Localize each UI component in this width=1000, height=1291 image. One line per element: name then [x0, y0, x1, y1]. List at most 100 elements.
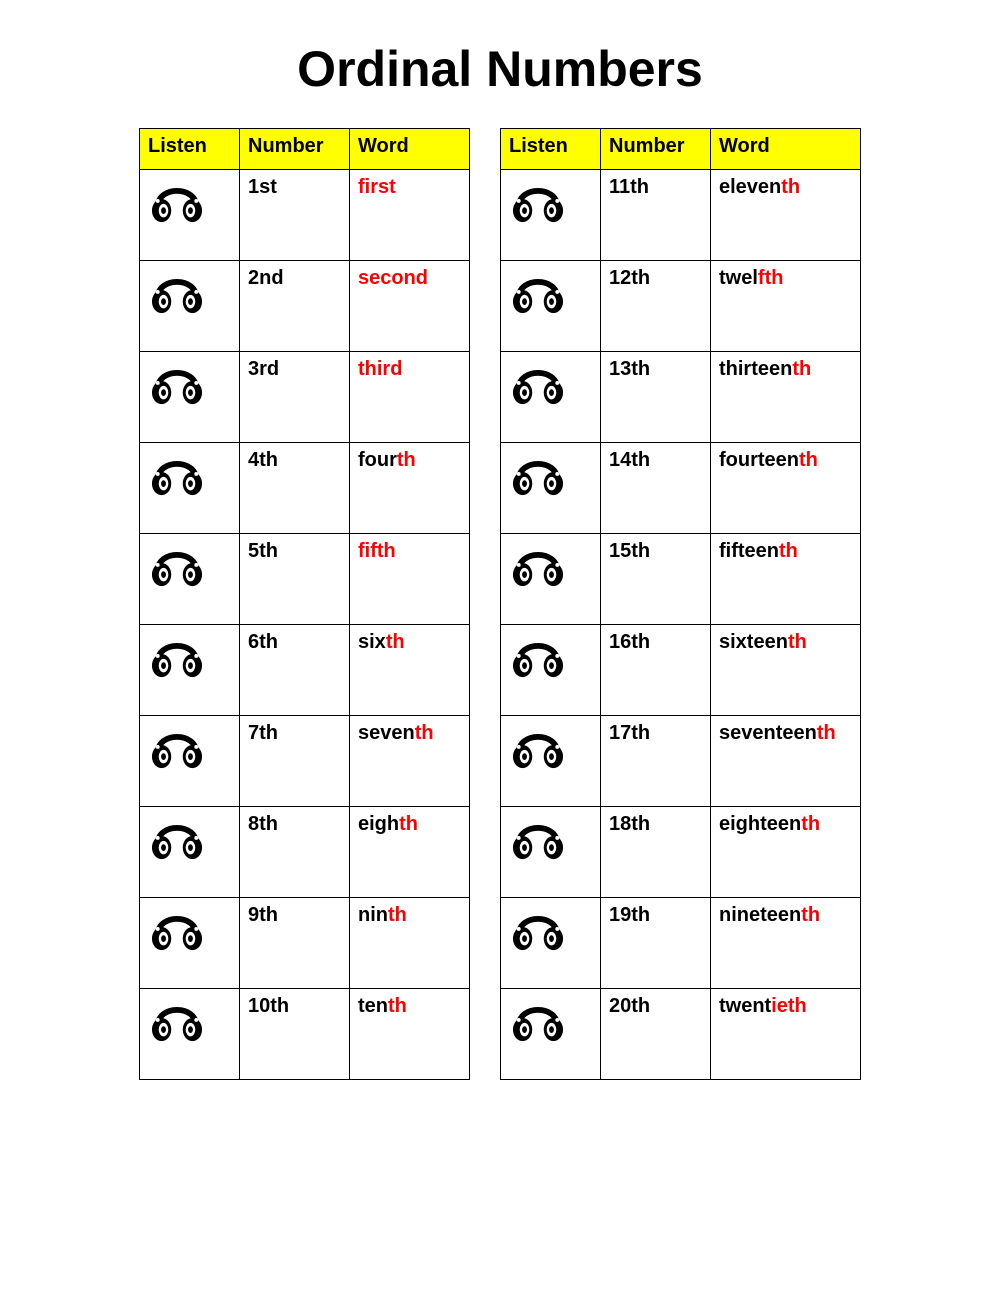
table-row: 13ththirteenth — [501, 352, 861, 443]
listen-cell[interactable] — [140, 807, 240, 898]
listen-cell[interactable] — [501, 534, 601, 625]
word-part-black: fifteen — [719, 540, 779, 562]
number-cell: 1st — [240, 170, 350, 261]
word-part-black: eighteen — [719, 813, 801, 835]
word-cell: twelfth — [711, 261, 861, 352]
listen-cell[interactable] — [501, 261, 601, 352]
page-container: Ordinal Numbers Listen Number Word 1stfi… — [0, 0, 1000, 1110]
listen-cell[interactable] — [501, 443, 601, 534]
headphones-icon — [148, 629, 206, 681]
headphones-icon — [509, 538, 567, 590]
word-part-red: ieth — [771, 995, 807, 1017]
word-cell: seventh — [350, 716, 470, 807]
word-part-red: th — [801, 904, 820, 926]
word-part-black: six — [358, 631, 386, 653]
word-part-red: th — [388, 995, 407, 1017]
word-part-black: seven — [358, 722, 415, 744]
headphones-icon — [148, 356, 206, 408]
number-cell: 11th — [601, 170, 711, 261]
headphones-icon — [509, 356, 567, 408]
header-listen: Listen — [140, 129, 240, 170]
table-row: 5th fifth — [140, 534, 470, 625]
listen-cell[interactable] — [140, 170, 240, 261]
word-part-red: th — [781, 176, 800, 198]
listen-cell[interactable] — [140, 534, 240, 625]
table-row: 16thsixteenth — [501, 625, 861, 716]
listen-cell[interactable] — [140, 261, 240, 352]
listen-cell[interactable] — [501, 716, 601, 807]
header-word: Word — [711, 129, 861, 170]
word-part-black: nineteen — [719, 904, 801, 926]
table-row: 17thseventeenth — [501, 716, 861, 807]
number-cell: 4th — [240, 443, 350, 534]
word-part-red: th — [788, 631, 807, 653]
word-part-red: fifth — [358, 540, 396, 562]
word-part-red: th — [801, 813, 820, 835]
word-part-black: eleven — [719, 176, 781, 198]
headphones-icon — [148, 720, 206, 772]
number-cell: 14th — [601, 443, 711, 534]
listen-cell[interactable] — [140, 352, 240, 443]
listen-cell[interactable] — [501, 807, 601, 898]
table-header-row: Listen Number Word — [140, 129, 470, 170]
listen-cell[interactable] — [140, 898, 240, 989]
word-part-red: th — [817, 722, 836, 744]
word-cell: seventeenth — [711, 716, 861, 807]
number-cell: 12th — [601, 261, 711, 352]
word-part-black: seventeen — [719, 722, 817, 744]
headphones-icon — [148, 447, 206, 499]
headphones-icon — [148, 174, 206, 226]
table-row: 12thtwelfth — [501, 261, 861, 352]
word-part-red: th — [792, 358, 811, 380]
word-part-black: eigh — [358, 813, 399, 835]
table-row: 20th twentieth — [501, 989, 861, 1080]
header-word: Word — [350, 129, 470, 170]
word-part-red: th — [779, 540, 798, 562]
table-row: 9thninth — [140, 898, 470, 989]
number-cell: 2nd — [240, 261, 350, 352]
table-row: 7thseventh — [140, 716, 470, 807]
table-row: 6thsixth — [140, 625, 470, 716]
word-cell: ninth — [350, 898, 470, 989]
number-cell: 19th — [601, 898, 711, 989]
word-part-red: second — [358, 267, 428, 289]
word-cell: fourteenth — [711, 443, 861, 534]
number-cell: 9th — [240, 898, 350, 989]
word-cell: sixteenth — [711, 625, 861, 716]
listen-cell[interactable] — [140, 443, 240, 534]
word-cell: fifteenth — [711, 534, 861, 625]
listen-cell[interactable] — [501, 625, 601, 716]
headphones-icon — [509, 265, 567, 317]
table-row: 19th nineteenth — [501, 898, 861, 989]
number-cell: 18th — [601, 807, 711, 898]
number-cell: 6th — [240, 625, 350, 716]
headphones-icon — [509, 447, 567, 499]
word-part-red: th — [388, 904, 407, 926]
listen-cell[interactable] — [140, 625, 240, 716]
listen-cell[interactable] — [501, 898, 601, 989]
word-part-black: twent — [719, 995, 771, 1017]
table-row: 18th eighteenth — [501, 807, 861, 898]
headphones-icon — [148, 993, 206, 1045]
header-number: Number — [601, 129, 711, 170]
table-row: 1stfirst — [140, 170, 470, 261]
word-part-black: twel — [719, 267, 758, 289]
word-cell: fourth — [350, 443, 470, 534]
word-cell: sixth — [350, 625, 470, 716]
headphones-icon — [509, 174, 567, 226]
listen-cell[interactable] — [140, 716, 240, 807]
listen-cell[interactable] — [501, 352, 601, 443]
table-row: 8theighth — [140, 807, 470, 898]
word-part-black: fourteen — [719, 449, 799, 471]
number-cell: 20th — [601, 989, 711, 1080]
table-header-row: Listen Number Word — [501, 129, 861, 170]
word-part-black: four — [358, 449, 397, 471]
word-part-black: nin — [358, 904, 388, 926]
number-cell: 5th — [240, 534, 350, 625]
listen-cell[interactable] — [501, 989, 601, 1080]
number-cell: 17th — [601, 716, 711, 807]
headphones-icon — [148, 811, 206, 863]
listen-cell[interactable] — [501, 170, 601, 261]
number-cell: 16th — [601, 625, 711, 716]
listen-cell[interactable] — [140, 989, 240, 1080]
